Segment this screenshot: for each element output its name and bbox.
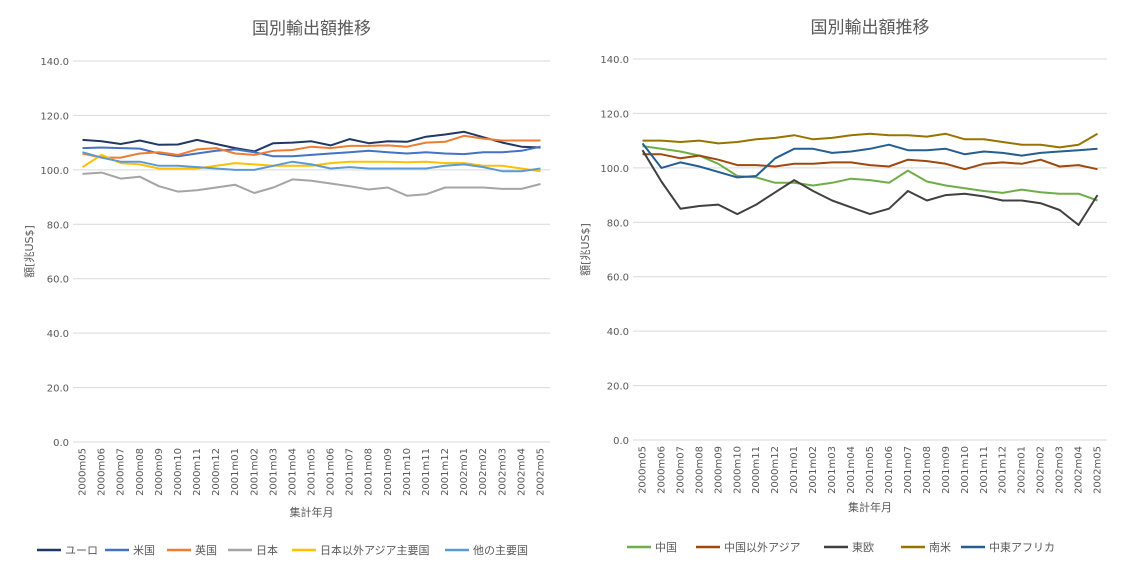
chart-left-x-tick-label: 2000m12 bbox=[211, 448, 222, 496]
chart-left-x-tick-label: 2001m08 bbox=[364, 448, 375, 496]
chart-left-y-tick-label: 80.0 bbox=[47, 220, 69, 231]
chart-left-legend-label-6: 他の主要国 bbox=[473, 544, 528, 557]
chart-right-x-axis-title: 集計年月 bbox=[848, 500, 892, 514]
chart-left-y-axis-title: 額[兆US$] bbox=[23, 225, 36, 278]
chart-left-x-tick-label: 2002m05 bbox=[535, 448, 546, 496]
chart-left-x-tick-label: 2001m07 bbox=[345, 448, 356, 496]
chart-right-x-tick-label: 2001m11 bbox=[979, 446, 990, 494]
chart-left-x-tick-label: 2002m01 bbox=[459, 448, 470, 496]
chart-right-x-tick-label: 2002m05 bbox=[1093, 446, 1104, 494]
chart-right-legend-label-4: 南米 bbox=[929, 541, 951, 554]
chart-right: 国別輸出額推移 0.0 20.0 40.0 60.0 80.0 100.0 120.0 140.… bbox=[562, 0, 1122, 570]
chart-left-x-tick-label: 2000m09 bbox=[154, 448, 165, 496]
chart-right-series-line-2 bbox=[642, 153, 1098, 171]
chart-left-x-tick-label: 2001m04 bbox=[287, 448, 298, 496]
chart-left-x-tick-label: 2000m11 bbox=[192, 448, 203, 496]
chart-left-y-tick-label: 20.0 bbox=[47, 384, 69, 395]
chart-left-x-tick-label: 2001m06 bbox=[326, 448, 337, 496]
chart-right-x-tick-label: 2001m12 bbox=[998, 446, 1009, 494]
chart-right-x-tick-label: 2001m01 bbox=[789, 446, 800, 494]
chart-left-x-tick-label: 2000m07 bbox=[116, 448, 127, 496]
chart-right-x-tick-label: 2002m04 bbox=[1074, 446, 1085, 494]
chart-right-x-tick-label: 2002m02 bbox=[1036, 446, 1047, 494]
chart-left-x-tick-label: 2001m03 bbox=[268, 448, 279, 496]
chart-right-y-tick-label: 100.0 bbox=[600, 164, 629, 175]
chart-left-title: 国別輸出額推移 bbox=[252, 19, 371, 39]
chart-right-x-tick-label: 2000m09 bbox=[713, 446, 724, 494]
chart-left-x-tick-label: 2001m01 bbox=[230, 448, 241, 496]
chart-left-x-tick-label: 2000m08 bbox=[135, 448, 146, 496]
chart-left-legend-label-1: ユーロ bbox=[65, 544, 98, 557]
chart-left-y-tick-label: 0.0 bbox=[53, 438, 69, 449]
chart-left-x-tick-label: 2002m03 bbox=[497, 448, 508, 496]
chart-right-series-line-3 bbox=[641, 149, 1099, 226]
chart-left-series-line-3 bbox=[82, 134, 541, 159]
chart-left-series-line-6 bbox=[82, 151, 541, 173]
chart-left-x-tick-label: 2001m09 bbox=[383, 448, 394, 496]
chart-left-x-tick-label: 2001m10 bbox=[402, 448, 413, 496]
chart-right-series-line-5 bbox=[641, 142, 1098, 179]
chart-right-x-tick-label: 2001m05 bbox=[865, 446, 876, 494]
chart-left-y-tick-label: 60.0 bbox=[47, 275, 69, 286]
chart-left-legend-label-4: 日本 bbox=[256, 543, 278, 557]
chart-right-y-tick-label: 80.0 bbox=[607, 218, 629, 229]
chart-right-x-tick-label: 2001m04 bbox=[846, 446, 857, 494]
chart-left-y-tick-label: 100.0 bbox=[40, 166, 69, 177]
chart-right-y-tick-label: 120.0 bbox=[600, 109, 629, 120]
chart-right-y-tick-label: 60.0 bbox=[607, 273, 629, 284]
chart-right-x-tick-label: 2000m06 bbox=[656, 446, 667, 494]
chart-right-x-tick-label: 2001m09 bbox=[941, 446, 952, 494]
chart-left-x-tick-label: 2001m02 bbox=[249, 448, 260, 496]
chart-right-x-tick-label: 2000m07 bbox=[675, 446, 686, 494]
chart-right-x-tick-label: 2001m02 bbox=[808, 446, 819, 494]
chart-right-y-axis-title: 額[兆US$] bbox=[579, 223, 592, 276]
chart-right-legend-label-2: 中国以外アジア bbox=[724, 541, 801, 554]
chart-left-x-tick-label: 2000m05 bbox=[78, 448, 89, 496]
chart-left-series-line-4 bbox=[82, 171, 541, 197]
chart-right-y-tick-label: 20.0 bbox=[607, 382, 629, 393]
chart-left-legend-label-3: 英国 bbox=[195, 543, 217, 557]
chart-right-y-tick-label: 0.0 bbox=[613, 436, 629, 447]
chart-left-x-axis-title: 集計年月 bbox=[290, 505, 334, 519]
chart-left-legend-label-5: 日本以外アジア主要国 bbox=[320, 543, 430, 557]
chart-right-x-tick-label: 2000m11 bbox=[751, 446, 762, 494]
chart-right-x-tick-label: 2002m03 bbox=[1055, 446, 1066, 494]
chart-left-y-tick-label: 120.0 bbox=[40, 111, 69, 122]
chart-right-legend-label-3: 東欧 bbox=[852, 541, 874, 554]
chart-left-x-tick-label: 2001m12 bbox=[440, 448, 451, 496]
chart-right-series-line-4 bbox=[642, 132, 1098, 149]
chart-right-x-tick-label: 2001m07 bbox=[903, 446, 914, 494]
chart-left-x-tick-label: 2002m02 bbox=[478, 448, 489, 496]
chart-left: 国別輸出額推移 0.0 20.0 40.0 60.0 80.0 100.0 120.0 140.… bbox=[0, 0, 560, 570]
chart-left-legend-label-2: 米国 bbox=[133, 544, 155, 557]
chart-right-y-tick-label: 140.0 bbox=[600, 55, 629, 66]
chart-right-x-tick-label: 2000m05 bbox=[637, 446, 648, 494]
chart-right-legend-label-1: 中国 bbox=[655, 541, 677, 554]
chart-right-svg: 国別輸出額推移 0.0 20.0 40.0 60.0 80.0 100.0 120.0 140.… bbox=[579, 18, 1107, 554]
chart-right-x-tick-label: 2001m03 bbox=[827, 446, 838, 494]
chart-right-x-tick-label: 2001m08 bbox=[922, 446, 933, 494]
chart-left-series-line-1 bbox=[82, 130, 541, 153]
chart-left-series-line-2 bbox=[82, 145, 541, 158]
chart-right-x-tick-label: 2000m08 bbox=[694, 446, 705, 494]
chart-right-x-tick-label: 2001m10 bbox=[960, 446, 971, 494]
chart-right-x-tick-label: 2001m06 bbox=[884, 446, 895, 494]
chart-left-y-tick-label: 40.0 bbox=[47, 329, 69, 340]
chart-left-y-tick-label: 140.0 bbox=[40, 57, 69, 68]
chart-left-series-line-5 bbox=[81, 153, 541, 173]
chart-left-x-tick-label: 2000m10 bbox=[173, 448, 184, 496]
chart-left-x-tick-label: 2002m04 bbox=[516, 448, 527, 496]
chart-right-x-tick-label: 2000m10 bbox=[732, 446, 743, 494]
chart-left-x-tick-label: 2000m06 bbox=[97, 448, 108, 496]
chart-left-x-tick-label: 2001m05 bbox=[307, 448, 318, 496]
chart-right-y-tick-label: 40.0 bbox=[607, 327, 629, 338]
chart-right-legend-label-5: 中東アフリカ bbox=[989, 541, 1055, 554]
chart-left-x-tick-label: 2001m11 bbox=[421, 448, 432, 496]
chart-right-series-line-1 bbox=[642, 145, 1098, 202]
chart-right-title: 国別輸出額推移 bbox=[811, 18, 930, 38]
chart-right-x-tick-label: 2002m01 bbox=[1017, 446, 1028, 494]
chart-right-x-tick-label: 2000m12 bbox=[770, 446, 781, 494]
chart-left-svg: 国別輸出額推移 0.0 20.0 40.0 60.0 80.0 100.0 120.0 140.… bbox=[23, 19, 550, 557]
